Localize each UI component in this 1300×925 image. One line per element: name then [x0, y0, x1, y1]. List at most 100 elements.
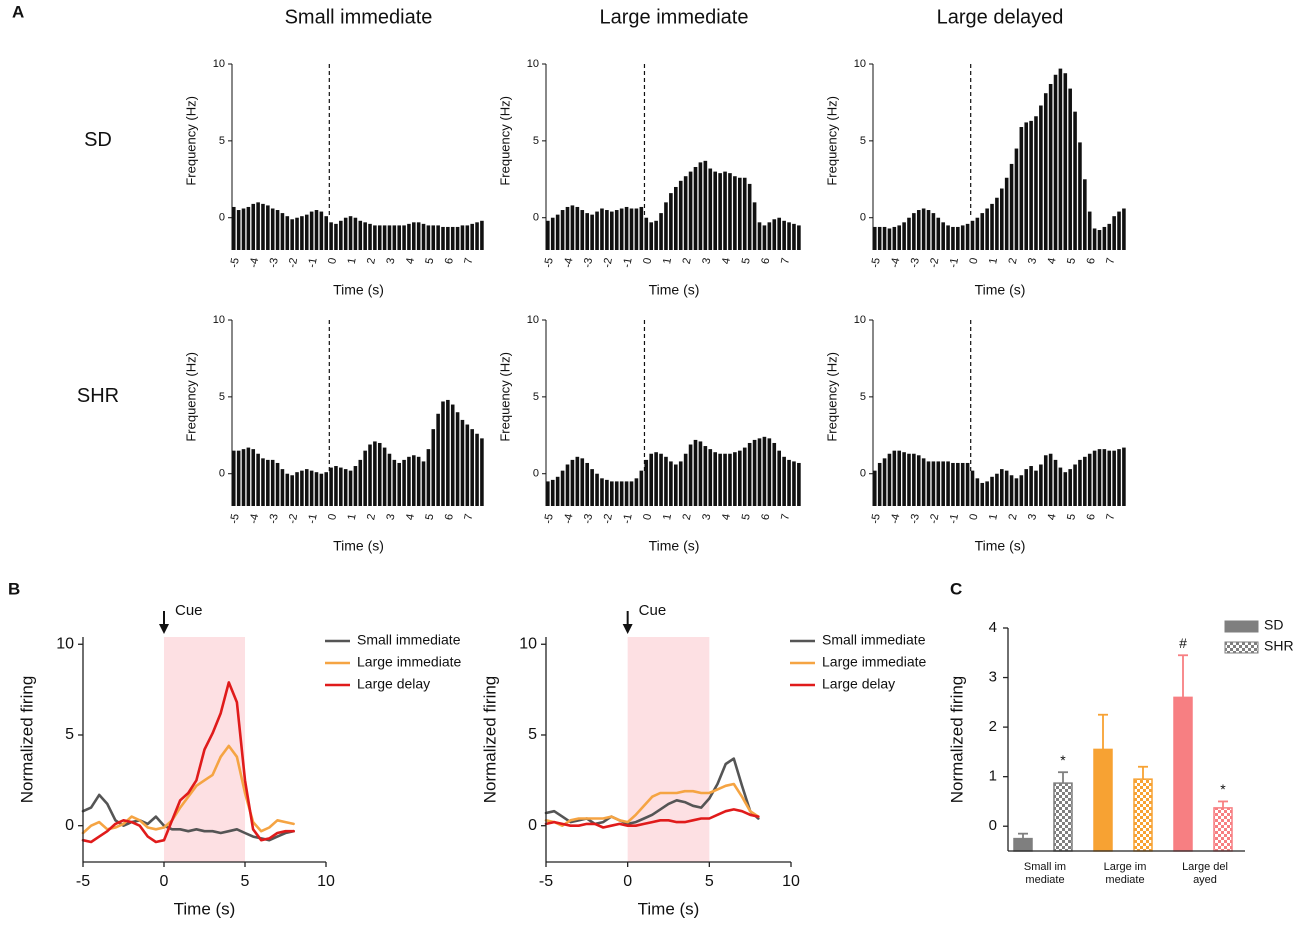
- y-tick-label: 10: [527, 58, 539, 70]
- histogram-bar: [555, 214, 560, 250]
- histogram-bar: [363, 450, 367, 506]
- x-tick-label: 5: [1065, 513, 1078, 521]
- histogram-bar: [309, 211, 314, 250]
- histogram-bar: [392, 459, 397, 506]
- x-tick-label: -1: [947, 513, 961, 525]
- x-tick-label: -3: [908, 257, 922, 269]
- significance-marker: *: [1220, 781, 1226, 797]
- column-title: Large delayed: [937, 6, 1064, 28]
- histogram-bar: [975, 217, 980, 250]
- histogram-bar: [465, 424, 470, 506]
- x-tick-label: -5: [228, 257, 242, 269]
- histogram-bar: [644, 217, 649, 250]
- x-tick-label: -2: [287, 257, 301, 269]
- histogram-bar: [600, 478, 604, 506]
- histogram-bar: [1063, 472, 1068, 506]
- histogram-bar: [1092, 228, 1097, 250]
- histogram-bar: [1014, 148, 1019, 250]
- histogram-bar: [1019, 127, 1024, 250]
- histogram-bar: [1063, 73, 1068, 250]
- y-tick-label: 0: [219, 212, 225, 224]
- histogram-bar: [397, 225, 401, 250]
- histogram-bar: [460, 225, 465, 250]
- y-axis-label: Frequency (Hz): [183, 352, 198, 442]
- histogram-bar: [1019, 475, 1024, 506]
- histogram-bar: [480, 220, 484, 250]
- histogram-bar: [664, 202, 668, 250]
- x-tick-label: -3: [267, 257, 281, 269]
- x-tick-label: 7: [779, 257, 792, 265]
- histogram-bar: [387, 453, 392, 506]
- histogram-bar: [1073, 464, 1077, 506]
- x-tick-label: 3: [1026, 257, 1039, 265]
- histogram-bar: [450, 226, 455, 250]
- histogram-bar: [402, 225, 406, 250]
- y-axis-label: Frequency (Hz): [497, 96, 512, 186]
- histogram-bar: [412, 222, 416, 250]
- histogram-bar: [309, 470, 314, 506]
- histogram-bar: [1068, 469, 1072, 506]
- histogram-bar: [368, 444, 372, 506]
- cue-arrowhead: [159, 624, 169, 634]
- x-tick-label: -5: [542, 513, 556, 525]
- y-axis-label: Normalized firing: [947, 676, 966, 804]
- histogram-bar: [1107, 450, 1112, 506]
- y-tick-label: 5: [533, 135, 539, 147]
- histogram-bar: [787, 459, 791, 506]
- histogram-bar: [236, 450, 241, 506]
- histogram-bar: [348, 470, 353, 506]
- histogram-bar: [738, 177, 742, 250]
- histogram-bar: [560, 210, 565, 250]
- y-tick-label: 5: [860, 135, 866, 147]
- histogram-bar: [256, 202, 260, 250]
- histogram-bar: [1112, 450, 1116, 506]
- histogram-bar: [1029, 466, 1033, 506]
- histogram-bar: [733, 452, 737, 506]
- histogram-bar: [728, 453, 732, 506]
- x-tick-label: 4: [404, 513, 417, 521]
- y-tick-label: 0: [533, 212, 539, 224]
- histogram-bar: [921, 208, 926, 250]
- histogram-bar: [550, 479, 555, 506]
- histogram-bar: [436, 413, 440, 506]
- histogram-bar: [455, 226, 460, 250]
- x-tick-label: 6: [760, 257, 773, 265]
- histogram-bar: [585, 213, 590, 250]
- x-tick-label: 0: [641, 513, 654, 521]
- histogram-bar: [995, 473, 999, 506]
- histogram-bar: [441, 401, 445, 506]
- legend-label: SD: [1264, 617, 1283, 633]
- histogram-bar: [470, 429, 474, 506]
- x-tick-label: 3: [700, 257, 713, 265]
- histogram-bar: [674, 464, 678, 506]
- histogram-bar: [931, 461, 936, 506]
- row-label: SD: [84, 129, 112, 151]
- histogram-bar: [421, 223, 426, 250]
- histogram-bar: [1117, 449, 1121, 506]
- histogram-bar: [1102, 449, 1107, 506]
- histogram-bar: [373, 225, 377, 250]
- histogram-bar: [446, 399, 450, 506]
- histogram-bar: [683, 453, 688, 506]
- x-tick-label: 6: [443, 513, 456, 521]
- x-tick-label: 7: [462, 513, 475, 521]
- histogram-bar: [639, 206, 644, 250]
- histogram-bar: [236, 210, 241, 250]
- histogram-bar: [882, 226, 887, 250]
- cue-label: Cue: [175, 602, 203, 619]
- histogram-bar: [1083, 456, 1087, 506]
- histogram-bar: [683, 176, 688, 250]
- histogram-bar: [956, 226, 960, 250]
- histogram-bar: [797, 462, 801, 506]
- cue-arrowhead: [622, 624, 633, 634]
- histogram-bar: [1058, 467, 1063, 506]
- x-tick-label: -3: [582, 257, 596, 269]
- histogram-bar: [892, 226, 897, 250]
- x-tick-label: 6: [760, 513, 773, 521]
- histogram-bar: [1087, 453, 1092, 506]
- histogram-bar: [912, 213, 916, 250]
- histogram-bar: [605, 479, 609, 506]
- legend-label: Large immediate: [822, 654, 926, 670]
- y-tick-label: 10: [213, 314, 225, 326]
